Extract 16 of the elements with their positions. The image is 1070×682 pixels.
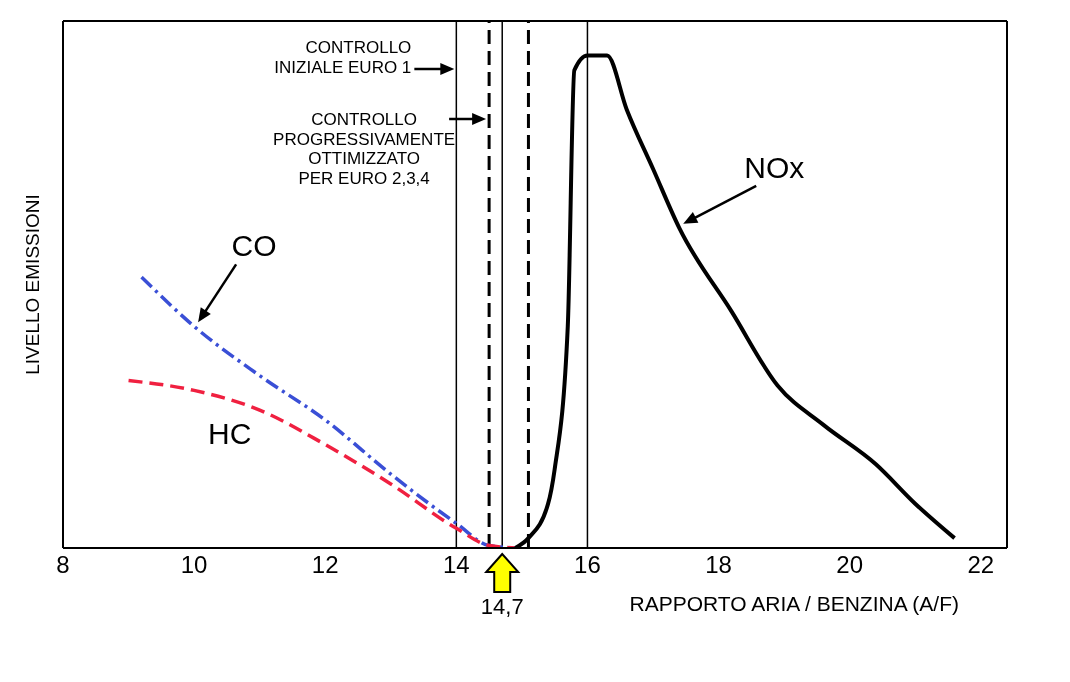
x-tick-label: 16 (574, 551, 601, 579)
x-tick-label: 12 (311, 551, 339, 579)
x-tick-label: 22 (967, 551, 995, 579)
text: CO (231, 229, 277, 263)
ref-line-label: CONTROLLO INIZIALE EURO 1 (274, 38, 412, 77)
x-tick-label: 18 (705, 551, 732, 579)
x-axis-title: RAPPORTO ARIA / BENZINA (A/F) (629, 591, 959, 615)
x-tick-label: 10 (180, 551, 208, 579)
x-tick-label: 8 (56, 551, 70, 579)
text: NOx (744, 150, 805, 184)
ref-line-label: CONTROLLO PROGRESSIVAMENTE OTTIMIZZATO PER EURO 2,3,4 (273, 110, 456, 188)
series-label: HC (207, 417, 252, 451)
ref-line-label: 14,7 (480, 594, 524, 619)
x-tick-label: 20 (836, 551, 864, 579)
x-tick-label: 14 (442, 551, 470, 579)
y-axis-title: LIVELLO EMISSIONI (22, 194, 44, 375)
